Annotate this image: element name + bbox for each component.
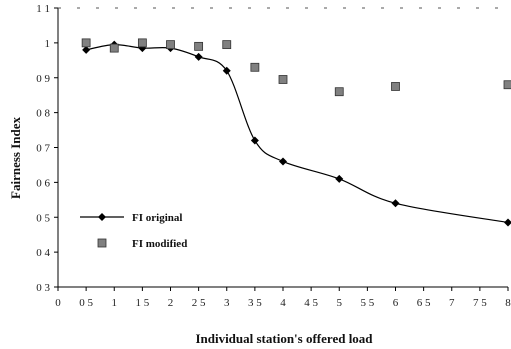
y-tick-label: 0 4 [36, 247, 50, 259]
x-tick-label: 3 [224, 297, 230, 309]
data-point-fi-original [194, 52, 203, 61]
data-point-fi-modified [109, 43, 119, 53]
x-tick-label: 5 [337, 297, 343, 309]
legend-square-icon [97, 238, 107, 248]
x-tick-label: 2 5 [192, 297, 206, 309]
series-line-fi-original [86, 44, 509, 224]
data-point-fi-original [504, 218, 511, 227]
y-tick-label: 0 8 [36, 108, 50, 120]
y-axis-title: Fairness Index [8, 117, 23, 199]
x-tick-label: 0 [55, 297, 61, 309]
data-point-fi-modified [250, 62, 260, 72]
x-tick-label: 1 5 [136, 297, 150, 309]
legend-diamond-icon [98, 213, 106, 221]
data-point-fi-original [82, 45, 91, 54]
data-point-fi-modified [166, 40, 175, 50]
data-point-fi-modified [81, 38, 91, 48]
x-axis-title: Individual station's offered load [195, 331, 373, 346]
data-point-fi-original [250, 136, 259, 145]
data-point-fi-modified [222, 40, 232, 50]
y-tick-label: 0 7 [36, 143, 50, 155]
data-point-fi-modified [137, 38, 147, 48]
x-tick-label: 1 [112, 297, 118, 309]
data-point-fi-original [279, 157, 287, 166]
y-tick-label: 1 1 [36, 3, 50, 15]
x-tick-label: 7 5 [473, 297, 487, 309]
legend-label: FI modified [132, 238, 187, 250]
y-tick-label: 1 [45, 38, 51, 50]
x-tick-label: 0 5 [79, 297, 93, 309]
y-tick-label: 0 3 [36, 282, 50, 294]
y-tick-label: 0 9 [36, 73, 50, 85]
data-point-fi-modified [391, 82, 400, 91]
data-point-fi-original [222, 66, 231, 75]
data-point-fi-modified [334, 87, 344, 97]
x-tick-label: 6 5 [417, 297, 431, 309]
x-tick-label: 6 [393, 297, 399, 309]
data-point-fi-modified [278, 75, 288, 84]
y-tick-label: 0 6 [36, 177, 50, 189]
data-point-fi-original [335, 174, 344, 183]
x-tick-label: 2 [168, 297, 174, 309]
data-point-fi-modified [194, 41, 204, 51]
legend-label: FI original [132, 212, 182, 224]
x-tick-label: 7 [449, 297, 455, 309]
data-point-fi-original [391, 199, 400, 208]
x-tick-label: 3 5 [248, 297, 262, 309]
x-tick-label: 4 5 [304, 297, 318, 309]
y-tick-label: 0 5 [36, 212, 50, 224]
x-tick-label: 4 [280, 297, 286, 309]
data-point-fi-modified [503, 80, 511, 90]
x-tick-label: 8 [505, 297, 511, 309]
x-tick-label: 5 5 [361, 297, 375, 309]
